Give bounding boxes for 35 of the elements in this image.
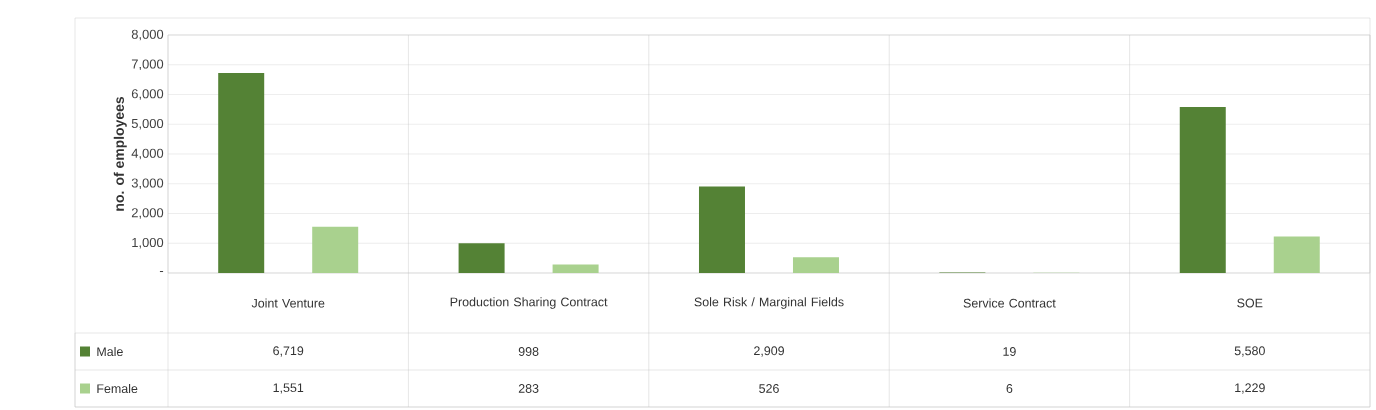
bar bbox=[1179, 106, 1226, 273]
y-tick-label: 5,000 bbox=[131, 118, 164, 130]
bar bbox=[1273, 236, 1320, 273]
x-tick-label: Production Sharing Contract bbox=[450, 297, 608, 309]
y-tick-label: 4,000 bbox=[131, 148, 164, 160]
y-tick-label: 6,000 bbox=[131, 89, 164, 100]
data-label: 2,909 bbox=[754, 346, 785, 357]
data-label: 5,580 bbox=[1234, 346, 1265, 357]
y-tick-label: 3,000 bbox=[131, 178, 164, 190]
x-tick-label: Joint Venture bbox=[251, 298, 325, 308]
legend-label: Female bbox=[97, 383, 138, 394]
bar bbox=[792, 257, 839, 273]
bar bbox=[552, 264, 599, 273]
data-label: 6 bbox=[1006, 384, 1013, 393]
data-label: 283 bbox=[518, 384, 539, 393]
y-axis-title: no. of employees bbox=[113, 96, 127, 211]
x-tick-label: Sole Risk / Marginal Fields bbox=[694, 297, 844, 309]
data-label: 19 bbox=[1003, 347, 1016, 356]
y-tick-label: 2,000 bbox=[131, 208, 164, 219]
bar bbox=[218, 73, 265, 273]
data-label: 1,551 bbox=[273, 383, 304, 394]
x-tick-label: Service Contract bbox=[963, 298, 1056, 308]
bar bbox=[458, 243, 505, 273]
legend-label: Male bbox=[97, 346, 123, 357]
data-label: 1,229 bbox=[1235, 383, 1265, 394]
bar bbox=[698, 186, 745, 273]
y-tick-label: 1,000 bbox=[132, 237, 164, 249]
bar bbox=[312, 226, 359, 273]
data-label: 6,719 bbox=[273, 346, 304, 357]
x-tick-label: SOE bbox=[1237, 298, 1263, 308]
y-tick-label: 7,000 bbox=[131, 59, 164, 71]
y-tick-label: - bbox=[159, 271, 164, 273]
y-tick-label: 8,000 bbox=[131, 29, 164, 41]
data-label: 526 bbox=[759, 384, 779, 393]
data-label: 998 bbox=[518, 347, 539, 356]
